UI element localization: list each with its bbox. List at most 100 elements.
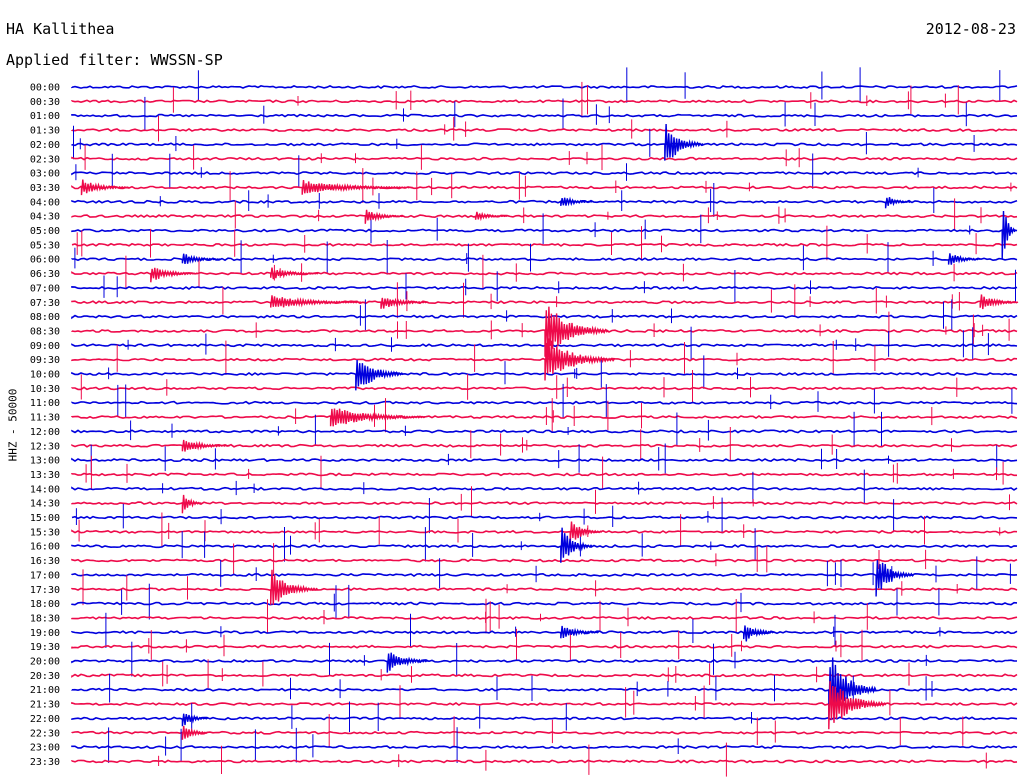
event-burst bbox=[947, 253, 981, 265]
hour-label: 06:00 bbox=[30, 255, 60, 266]
trace-line bbox=[71, 228, 1018, 233]
event-burst bbox=[743, 625, 776, 642]
hour-label: 16:00 bbox=[30, 542, 60, 553]
hour-labels: 00:00 00:30 01:00 01:30 02:00 02:30 03:00 03:30… bbox=[30, 83, 60, 768]
trace-line bbox=[71, 300, 1018, 305]
event-burst bbox=[569, 521, 603, 544]
trace-line bbox=[71, 156, 1018, 161]
trace-line bbox=[71, 601, 1018, 606]
trace-line bbox=[71, 128, 1018, 133]
event-burst bbox=[355, 359, 404, 391]
trace-line bbox=[71, 615, 1018, 620]
event-burst bbox=[181, 253, 221, 264]
event-burst bbox=[364, 209, 404, 224]
trace-line bbox=[71, 658, 1018, 664]
trace-line bbox=[71, 558, 1018, 563]
event-burst bbox=[329, 408, 426, 427]
trace-line bbox=[71, 544, 1018, 549]
event-burst bbox=[560, 625, 599, 639]
trace-line bbox=[71, 457, 1018, 463]
event-burst bbox=[380, 297, 429, 309]
event-burst bbox=[301, 180, 413, 195]
event-burst bbox=[544, 338, 615, 381]
hour-label: 23:30 bbox=[30, 757, 60, 768]
trace-line bbox=[71, 371, 1018, 377]
hour-label: 12:30 bbox=[30, 441, 60, 452]
trace-line bbox=[71, 199, 1018, 204]
hour-label: 09:30 bbox=[30, 355, 60, 366]
trace-line bbox=[71, 501, 1018, 506]
event-burst bbox=[386, 652, 429, 673]
station-title: HA Kallithea bbox=[6, 20, 115, 38]
event-burst bbox=[875, 560, 915, 597]
hour-label: 00:30 bbox=[30, 97, 60, 108]
trace-line bbox=[71, 314, 1018, 320]
hour-label: 06:30 bbox=[30, 269, 60, 280]
hour-label: 08:30 bbox=[30, 326, 60, 337]
hour-label: 10:30 bbox=[30, 384, 60, 395]
event-burst bbox=[884, 197, 912, 209]
hour-label: 16:30 bbox=[30, 556, 60, 567]
hour-label: 19:30 bbox=[30, 642, 60, 653]
trace-line bbox=[71, 572, 1018, 577]
trace-line bbox=[71, 429, 1018, 434]
trace-line bbox=[71, 257, 1018, 262]
hour-label: 03:30 bbox=[30, 183, 60, 194]
hour-label: 04:30 bbox=[30, 212, 60, 223]
hour-label: 10:00 bbox=[30, 370, 60, 381]
hour-label: 22:30 bbox=[30, 728, 60, 739]
event-burst bbox=[270, 295, 366, 308]
hour-label: 13:00 bbox=[30, 456, 60, 467]
event-burst bbox=[181, 439, 230, 452]
trace-line bbox=[71, 415, 1018, 420]
trace-line bbox=[71, 113, 1018, 118]
hour-label: 21:30 bbox=[30, 700, 60, 711]
trace-line bbox=[71, 85, 1018, 89]
event-bursts bbox=[80, 123, 1019, 740]
recording-date: 2012-08-23 bbox=[925, 20, 1016, 38]
hour-label: 07:30 bbox=[30, 298, 60, 309]
hour-label: 21:00 bbox=[30, 685, 60, 696]
hour-label: 09:00 bbox=[30, 341, 60, 352]
event-burst bbox=[560, 196, 593, 207]
hour-label: 17:30 bbox=[30, 585, 60, 596]
trace-line bbox=[71, 214, 1018, 219]
event-burst bbox=[270, 569, 319, 605]
trace-line bbox=[71, 343, 1018, 348]
event-burst bbox=[828, 657, 877, 718]
hour-label: 14:30 bbox=[30, 499, 60, 510]
hour-label: 11:00 bbox=[30, 398, 60, 409]
hour-label: 19:00 bbox=[30, 628, 60, 639]
event-burst bbox=[664, 123, 704, 161]
trace-line bbox=[71, 745, 1018, 750]
hour-label: 07:00 bbox=[30, 283, 60, 294]
hour-label: 17:00 bbox=[30, 570, 60, 581]
event-burst bbox=[181, 494, 202, 514]
hour-label: 02:30 bbox=[30, 154, 60, 165]
event-burst bbox=[1001, 210, 1016, 260]
trace-line bbox=[71, 630, 1018, 635]
hour-label: 23:00 bbox=[30, 743, 60, 754]
trace-line bbox=[71, 644, 1018, 649]
event-burst bbox=[80, 179, 130, 196]
event-burst bbox=[979, 294, 1019, 310]
hour-label: 13:30 bbox=[30, 470, 60, 481]
hour-label: 14:00 bbox=[30, 484, 60, 495]
event-burst bbox=[270, 267, 319, 280]
trace-line bbox=[71, 759, 1018, 764]
trace-line bbox=[71, 171, 1018, 176]
trace-line bbox=[71, 185, 1018, 190]
event-burst bbox=[828, 681, 887, 730]
hour-label: 22:00 bbox=[30, 714, 60, 725]
trace-line bbox=[71, 400, 1018, 405]
hour-label: 12:00 bbox=[30, 427, 60, 438]
trace-line bbox=[71, 515, 1018, 520]
event-burst bbox=[181, 725, 208, 740]
trace-line bbox=[71, 99, 1018, 104]
hour-label: 15:30 bbox=[30, 527, 60, 538]
trace-line bbox=[71, 242, 1018, 247]
trace-line bbox=[71, 486, 1018, 491]
hour-label: 04:00 bbox=[30, 197, 60, 208]
trace-line bbox=[71, 730, 1018, 735]
